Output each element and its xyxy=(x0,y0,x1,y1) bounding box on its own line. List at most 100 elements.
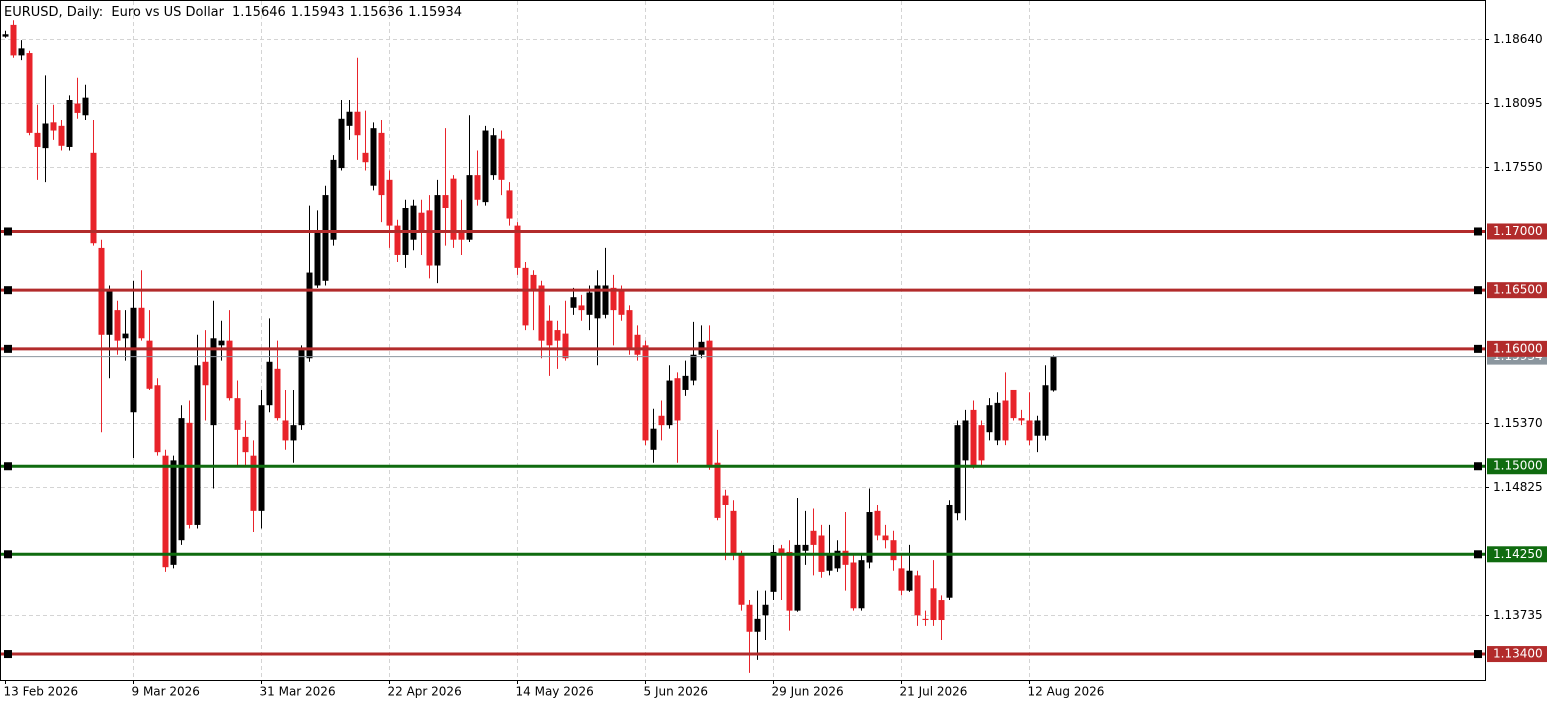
candle-body xyxy=(154,385,161,453)
level-handle xyxy=(4,462,12,471)
candle-body xyxy=(938,600,945,621)
candle-body xyxy=(466,175,473,240)
candle-body xyxy=(618,290,625,315)
level-label-box xyxy=(1487,458,1547,475)
x-tick-label: 21 Jul 2026 xyxy=(900,685,968,699)
candle-body xyxy=(746,604,753,632)
y-tick-label: 1.13735 xyxy=(1493,608,1543,622)
candle-body xyxy=(394,225,401,255)
chart-header: EURUSD, Daily: Euro vs US Dollar 1.15646 1… xyxy=(4,5,462,20)
candle-body xyxy=(978,425,985,461)
level-handle xyxy=(1474,462,1482,471)
candle-body xyxy=(498,138,505,180)
candle-body xyxy=(810,530,817,545)
candle-body xyxy=(186,422,193,525)
candle-body xyxy=(370,128,377,186)
candle-body xyxy=(314,232,321,286)
candle-body xyxy=(786,551,793,611)
candle-body xyxy=(442,195,449,209)
level-handle xyxy=(4,344,12,353)
candle-body xyxy=(554,330,561,341)
candle-body xyxy=(1026,420,1033,441)
candle-body xyxy=(834,550,841,569)
candle-body xyxy=(234,398,241,430)
candle-body xyxy=(586,292,593,315)
level-label-box xyxy=(1487,223,1547,240)
candle-body xyxy=(10,24,17,56)
candle-body xyxy=(410,205,417,240)
candle-body xyxy=(258,405,265,511)
candle-body xyxy=(378,132,385,196)
header-high: 1.15943 xyxy=(291,5,345,20)
candle-body xyxy=(890,540,897,561)
candle-body xyxy=(282,420,289,441)
candle-body xyxy=(474,175,481,200)
candle-body xyxy=(898,568,905,591)
chart-title: EURUSD, Daily: Euro vs US Dollar xyxy=(4,5,225,20)
level-handle xyxy=(1474,286,1482,295)
level-handle xyxy=(4,286,12,295)
candle-body xyxy=(1010,389,1017,419)
candle-body xyxy=(114,310,121,341)
candle-body xyxy=(914,575,921,616)
candle-body xyxy=(714,462,721,518)
y-tick-label: 1.17550 xyxy=(1493,160,1543,174)
candle-body xyxy=(386,179,393,226)
candle-body xyxy=(26,53,33,133)
candle-body xyxy=(722,495,729,505)
candle-body xyxy=(658,415,665,426)
candle-body xyxy=(74,103,81,113)
candle-body xyxy=(954,425,961,514)
levels: 1.159341.170001.165001.160001.150001.142… xyxy=(1,223,1547,663)
candle-body xyxy=(858,560,865,609)
candle-body xyxy=(90,152,97,244)
candle-body xyxy=(146,340,153,389)
candle-body xyxy=(130,307,137,413)
candle-body xyxy=(274,368,281,419)
level-label: 1.16000 xyxy=(1493,341,1543,355)
candle-body xyxy=(218,340,225,346)
candle-body xyxy=(802,544,809,551)
candle-body xyxy=(18,48,25,56)
candle-body xyxy=(2,34,9,37)
level-label: 1.16500 xyxy=(1493,283,1543,297)
candle-body xyxy=(522,267,529,326)
candle-body xyxy=(50,122,57,131)
candle-body xyxy=(594,285,601,319)
candle-body xyxy=(610,287,617,311)
level-handle xyxy=(4,650,12,659)
level-label: 1.14250 xyxy=(1493,547,1543,561)
candle-body xyxy=(106,290,113,335)
candle-body xyxy=(242,436,249,453)
candle-body xyxy=(306,272,313,359)
x-tick-label: 5 Jun 2026 xyxy=(644,685,709,699)
candle-body xyxy=(506,190,513,219)
candle-body xyxy=(42,123,49,149)
x-tick-label: 22 Apr 2026 xyxy=(388,685,462,699)
candle-body xyxy=(458,230,465,240)
candle-body xyxy=(178,418,185,541)
x-tick-label: 9 Mar 2026 xyxy=(132,685,200,699)
candle-body xyxy=(58,125,65,146)
level-handle xyxy=(1474,550,1482,559)
candle-body xyxy=(138,307,145,339)
candle-body xyxy=(650,428,657,450)
candle-body xyxy=(170,460,177,565)
candle-body xyxy=(1042,385,1049,436)
candle-body xyxy=(666,380,673,426)
candle-body xyxy=(962,420,969,461)
candle-body xyxy=(1018,418,1025,421)
y-tick-label: 1.18095 xyxy=(1493,96,1543,110)
candle-body xyxy=(450,178,457,240)
level-label-box xyxy=(1487,282,1547,299)
candle-body xyxy=(1034,420,1041,436)
header-open: 1.15646 xyxy=(232,5,286,20)
candle-body xyxy=(490,135,497,176)
level-label: 1.15000 xyxy=(1493,459,1543,473)
candle-body xyxy=(322,195,329,281)
candle-body xyxy=(82,97,89,116)
candle-body xyxy=(546,320,553,346)
level-label: 1.13400 xyxy=(1493,647,1543,661)
level-handle xyxy=(1474,227,1482,236)
candle-body xyxy=(866,512,873,563)
